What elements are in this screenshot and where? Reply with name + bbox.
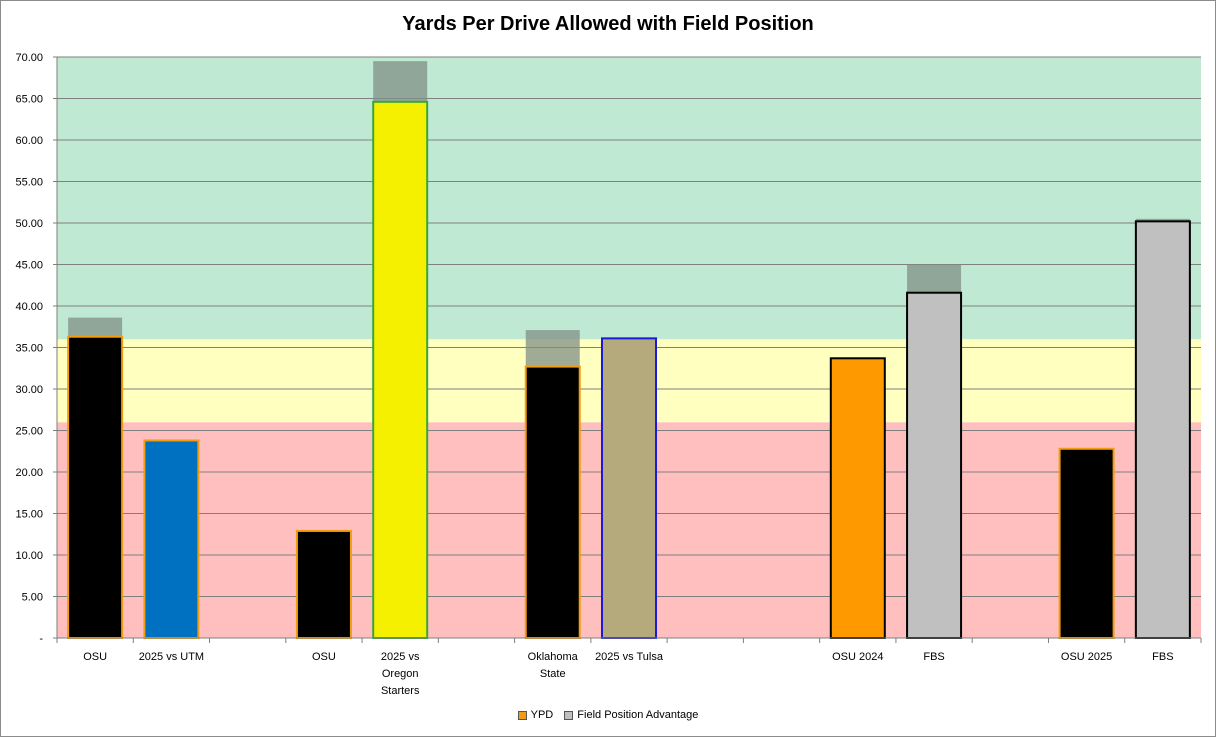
y-tick-label: 55.00 [15, 177, 43, 189]
ypd-bar [1058, 447, 1115, 640]
background-band-2 [57, 57, 1201, 340]
y-tick-label: 65.00 [15, 94, 43, 106]
y-tick-label: 15.00 [15, 509, 43, 521]
y-tick-label: 40.00 [15, 301, 43, 313]
legend-label-ypd: YPD [530, 709, 554, 721]
ypd-bar [906, 291, 963, 639]
ypd-bar [524, 365, 581, 639]
ypd-bar [829, 357, 886, 639]
y-tick-label: 70.00 [15, 52, 43, 64]
ypd-bar [143, 439, 200, 639]
chart-title: Yards Per Drive Allowed with Field Posit… [402, 13, 814, 35]
x-tick-label: OSU [83, 651, 107, 663]
legend-swatch-ypd [517, 710, 527, 720]
ypd-bar [1134, 220, 1191, 639]
x-tick-label: OSU 2025 [1061, 651, 1112, 663]
legend-swatch-field-position [564, 710, 574, 720]
y-tick-label: 25.00 [15, 426, 43, 438]
legend-item-ypd: YPD [517, 709, 554, 721]
legend-item-field-position: Field Position Advantage [564, 709, 698, 721]
x-tick-label: OSU 2024 [832, 651, 883, 663]
x-tick-label: OSU [312, 651, 336, 663]
y-tick-label: 5.00 [22, 592, 43, 604]
ypd-bar [295, 529, 352, 639]
ypd-bar [67, 335, 124, 639]
field-position-advantage-bar [373, 61, 428, 102]
x-tick-label: State [540, 668, 566, 680]
y-tick-label: 35.00 [15, 343, 43, 355]
field-position-advantage-bar [907, 264, 962, 293]
y-tick-label: - [39, 633, 43, 645]
y-tick-label: 45.00 [15, 260, 43, 272]
ypd-bar [372, 100, 429, 639]
y-tick-label: 20.00 [15, 467, 43, 479]
x-tick-label: Starters [381, 685, 420, 697]
x-tick-label: FBS [1152, 651, 1173, 663]
x-tick-label: 2025 vs UTM [139, 651, 204, 663]
y-tick-label: 60.00 [15, 135, 43, 147]
x-tick-label: 2025 vs [381, 651, 420, 663]
ypd-bar [601, 337, 657, 639]
x-tick-label: Oklahoma [528, 651, 579, 663]
y-tick-label: 50.00 [15, 218, 43, 230]
x-tick-label: 2025 vs Tulsa [595, 651, 664, 663]
legend: YPD Field Position Advantage [0, 709, 1216, 723]
legend-label-field-position: Field Position Advantage [577, 709, 699, 721]
y-tick-label: 10.00 [15, 550, 43, 562]
x-tick-label: FBS [923, 651, 944, 663]
field-position-advantage-bar [525, 330, 580, 367]
field-position-advantage-bar [1135, 218, 1190, 222]
x-tick-label: Oregon [382, 668, 419, 680]
field-position-advantage-bar [68, 317, 123, 337]
y-tick-label: 30.00 [15, 384, 43, 396]
